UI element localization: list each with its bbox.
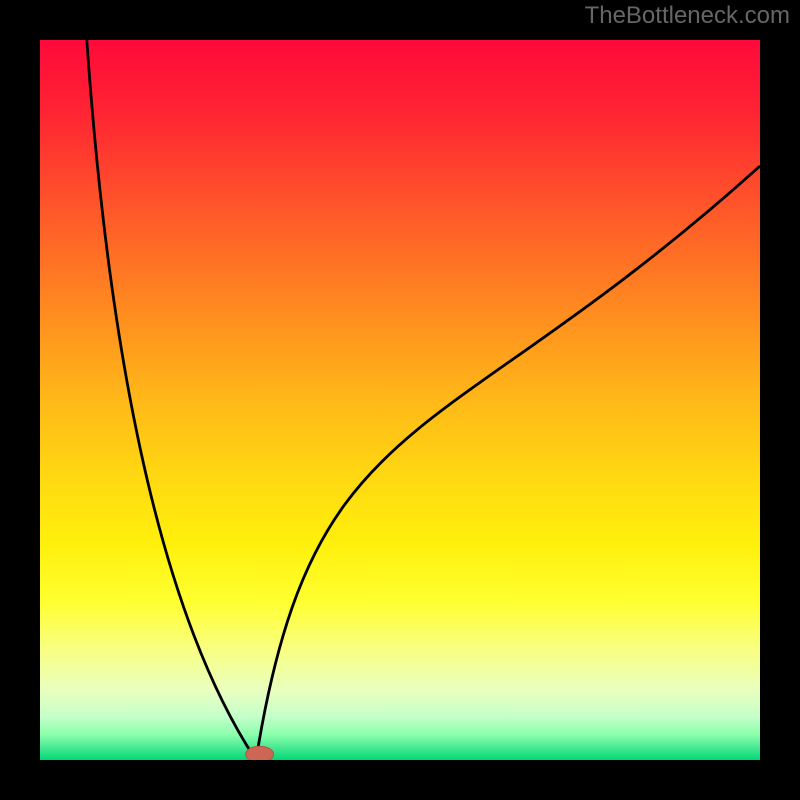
optimal-point-marker: [246, 746, 274, 762]
watermark-text: TheBottleneck.com: [585, 2, 790, 30]
chart-container: TheBottleneck.com: [0, 0, 800, 800]
plot-background: [40, 40, 760, 760]
bottleneck-chart: [0, 0, 800, 800]
